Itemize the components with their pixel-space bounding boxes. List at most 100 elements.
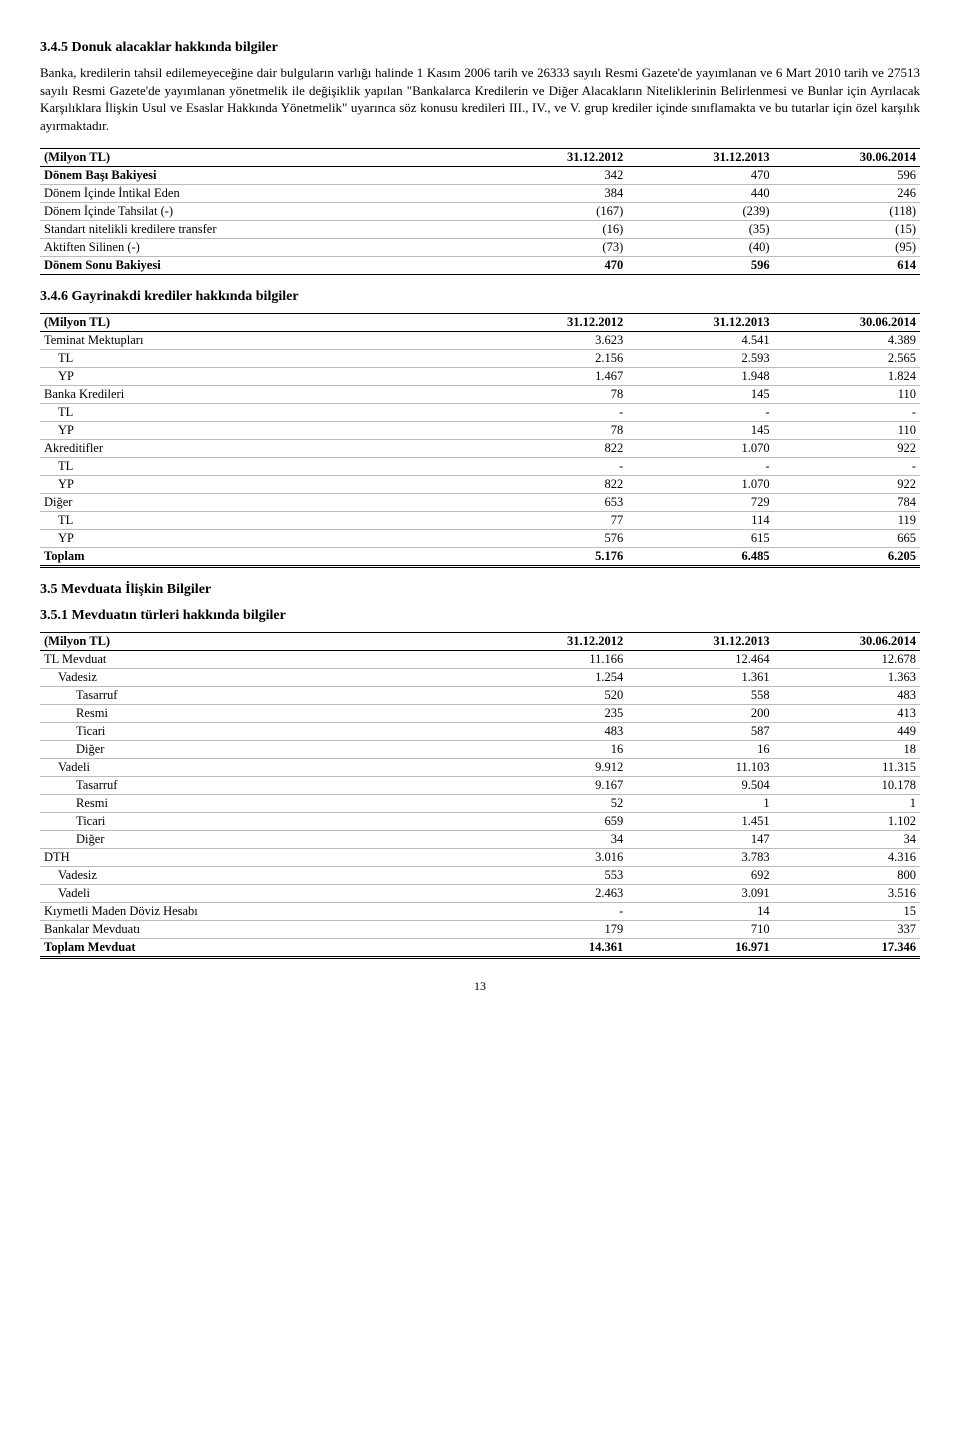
cell-value: 653	[481, 494, 627, 512]
table-row: TL---	[40, 404, 920, 422]
col-2014: 30.06.2014	[774, 633, 920, 651]
table-row: Vadeli2.4633.0913.516	[40, 885, 920, 903]
table-row: Tasarruf520558483	[40, 687, 920, 705]
table-row: Teminat Mektupları3.6234.5414.389	[40, 332, 920, 350]
cell-value: 922	[774, 440, 920, 458]
cell-value: 3.623	[481, 332, 627, 350]
table-total-row: Toplam5.1766.4856.205	[40, 548, 920, 567]
table-header-row: (Milyon TL) 31.12.2012 31.12.2013 30.06.…	[40, 633, 920, 651]
cell-value: 10.178	[774, 777, 920, 795]
table-row: Vadesiz553692800	[40, 867, 920, 885]
row-label: TL	[40, 404, 481, 422]
row-label: Diğer	[40, 494, 481, 512]
cell-value: 78	[481, 386, 627, 404]
section-3-5-title: 3.5 Mevduata İlişkin Bilgiler	[40, 582, 920, 598]
cell-value: 2.463	[481, 885, 627, 903]
cell-value: 6.485	[627, 548, 773, 567]
table-row: Dönem İçinde Tahsilat (-)(167)(239)(118)	[40, 203, 920, 221]
col-2014: 30.06.2014	[774, 314, 920, 332]
row-label: Dönem Başı Bakiyesi	[40, 167, 481, 185]
row-label: Diğer	[40, 831, 481, 849]
cell-value: 3.091	[627, 885, 773, 903]
cell-value: 1.070	[627, 476, 773, 494]
col-label: (Milyon TL)	[40, 314, 481, 332]
col-2014: 30.06.2014	[774, 149, 920, 167]
cell-value: 9.504	[627, 777, 773, 795]
cell-value: (15)	[774, 221, 920, 239]
cell-value: 2.156	[481, 350, 627, 368]
cell-value: 922	[774, 476, 920, 494]
cell-value: 52	[481, 795, 627, 813]
row-label: Dönem Sonu Bakiyesi	[40, 257, 481, 275]
cell-value: 114	[627, 512, 773, 530]
cell-value: -	[774, 404, 920, 422]
cell-value: 1.824	[774, 368, 920, 386]
cell-value: 16	[627, 741, 773, 759]
cell-value: 4.316	[774, 849, 920, 867]
cell-value: 483	[774, 687, 920, 705]
table-header-row: (Milyon TL) 31.12.2012 31.12.2013 30.06.…	[40, 314, 920, 332]
table-row: Resmi5211	[40, 795, 920, 813]
cell-value: -	[627, 458, 773, 476]
cell-value: (73)	[481, 239, 627, 257]
cell-value: 822	[481, 440, 627, 458]
section-3-5-1-title: 3.5.1 Mevduatın türleri hakkında bilgile…	[40, 608, 920, 624]
table-row: Kıymetli Maden Döviz Hesabı-1415	[40, 903, 920, 921]
table-row: Tasarruf9.1679.50410.178	[40, 777, 920, 795]
table-row: Diğer161618	[40, 741, 920, 759]
cell-value: 449	[774, 723, 920, 741]
table-row: Aktiften Silinen (-)(73)(40)(95)	[40, 239, 920, 257]
table-mevduat-turleri: (Milyon TL) 31.12.2012 31.12.2013 30.06.…	[40, 632, 920, 959]
cell-value: 2.593	[627, 350, 773, 368]
cell-value: 3.783	[627, 849, 773, 867]
row-label: Vadesiz	[40, 669, 481, 687]
row-label: DTH	[40, 849, 481, 867]
row-label: Aktiften Silinen (-)	[40, 239, 481, 257]
cell-value: 147	[627, 831, 773, 849]
cell-value: 1	[774, 795, 920, 813]
table-header-row: (Milyon TL) 31.12.2012 31.12.2013 30.06.…	[40, 149, 920, 167]
cell-value: 14	[627, 903, 773, 921]
row-label: YP	[40, 530, 481, 548]
cell-value: -	[481, 458, 627, 476]
cell-value: 1.363	[774, 669, 920, 687]
table-donuk-alacaklar: (Milyon TL) 31.12.2012 31.12.2013 30.06.…	[40, 148, 920, 275]
cell-value: 78	[481, 422, 627, 440]
cell-value: 4.541	[627, 332, 773, 350]
cell-value: 553	[481, 867, 627, 885]
cell-value: 34	[481, 831, 627, 849]
row-label: Dönem İçinde İntikal Eden	[40, 185, 481, 203]
cell-value: 659	[481, 813, 627, 831]
table-row: Akreditifler8221.070922	[40, 440, 920, 458]
table-row: Dönem İçinde İntikal Eden384440246	[40, 185, 920, 203]
table-row: TL Mevduat11.16612.46412.678	[40, 651, 920, 669]
cell-value: 614	[774, 257, 920, 275]
col-2012: 31.12.2012	[481, 149, 627, 167]
table-row: Vadesiz1.2541.3611.363	[40, 669, 920, 687]
cell-value: 576	[481, 530, 627, 548]
row-label: TL	[40, 350, 481, 368]
cell-value: 1.467	[481, 368, 627, 386]
cell-value: 596	[627, 257, 773, 275]
cell-value: (16)	[481, 221, 627, 239]
row-label: YP	[40, 422, 481, 440]
cell-value: 77	[481, 512, 627, 530]
cell-value: 145	[627, 386, 773, 404]
table-row: Standart nitelikli kredilere transfer(16…	[40, 221, 920, 239]
cell-value: 14.361	[481, 939, 627, 958]
col-2013: 31.12.2013	[627, 149, 773, 167]
table-row: YP1.4671.9481.824	[40, 368, 920, 386]
cell-value: 800	[774, 867, 920, 885]
cell-value: 246	[774, 185, 920, 203]
cell-value: 710	[627, 921, 773, 939]
row-label: Teminat Mektupları	[40, 332, 481, 350]
cell-value: 665	[774, 530, 920, 548]
cell-value: 470	[627, 167, 773, 185]
page-number: 13	[40, 979, 920, 994]
table-row: Banka Kredileri78145110	[40, 386, 920, 404]
cell-value: 16	[481, 741, 627, 759]
cell-value: 384	[481, 185, 627, 203]
cell-value: (167)	[481, 203, 627, 221]
row-label: TL Mevduat	[40, 651, 481, 669]
cell-value: 822	[481, 476, 627, 494]
